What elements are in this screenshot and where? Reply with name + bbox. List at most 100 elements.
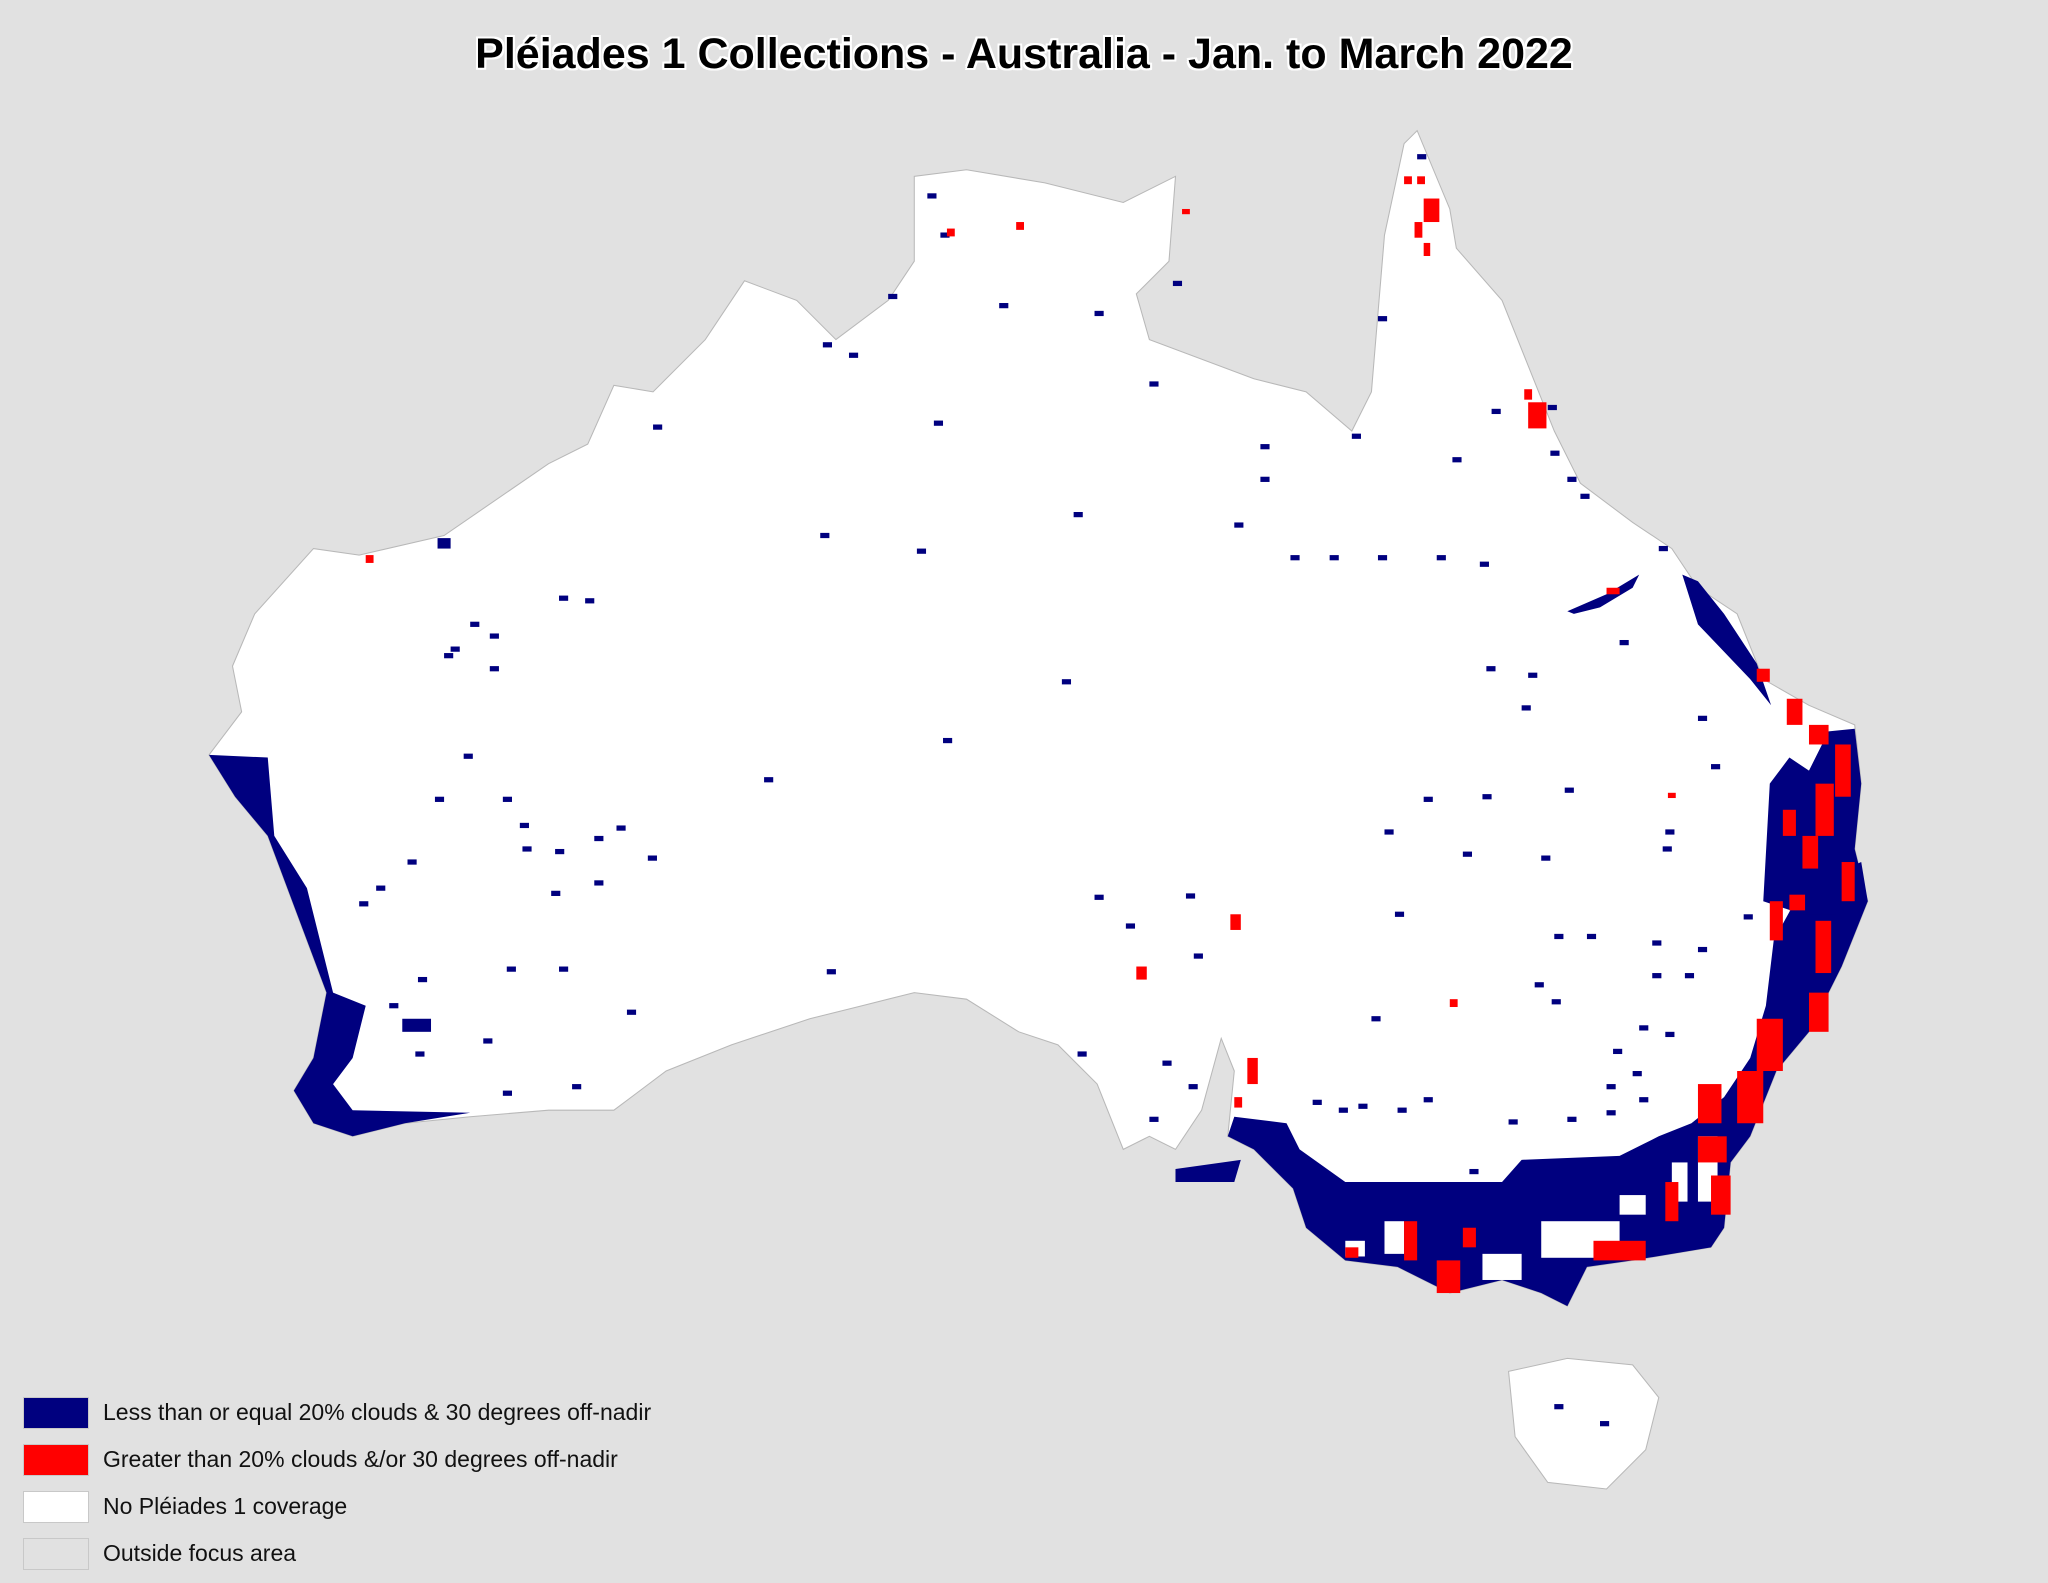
good-collection-tile	[1652, 973, 1662, 979]
coverage-queensland-coast	[1682, 574, 1772, 706]
poor-collection-tile	[1815, 783, 1834, 836]
good-collection-tile	[1482, 794, 1492, 800]
good-collection-tile	[1665, 829, 1675, 835]
good-collection-tile	[1061, 679, 1072, 685]
poor-collection-tile	[1841, 862, 1855, 902]
poor-collection-tile	[1528, 402, 1547, 429]
good-collection-tile	[940, 232, 950, 238]
good-collection-tile	[1600, 1421, 1610, 1427]
no-coverage-gap	[1482, 1253, 1522, 1280]
good-collection-tile	[585, 598, 595, 604]
good-collection-tile	[1329, 555, 1339, 561]
good-collection-tile	[1486, 666, 1496, 672]
poor-collection-tile	[1782, 809, 1796, 836]
poor-collection-tile	[1524, 389, 1533, 400]
good-collection-tile	[1260, 476, 1270, 482]
poor-collection-tile	[1593, 1240, 1646, 1261]
legend: Less than or equal 20% clouds & 30 degre…	[23, 1389, 651, 1577]
good-collection-tile	[888, 293, 898, 300]
poor-collection-tile	[1808, 724, 1829, 745]
poor-collection-tile	[946, 228, 955, 237]
good-collection-tile	[927, 193, 937, 199]
good-collection-tile	[1567, 476, 1577, 482]
legend-item-poor: Greater than 20% clouds &/or 30 degrees …	[23, 1436, 651, 1483]
legend-item-outside: Outside focus area	[23, 1530, 651, 1577]
good-collection-tile	[1491, 408, 1501, 415]
map-title: Pléiades 1 Collections - Australia - Jan…	[475, 30, 1573, 78]
good-collection-tile	[1338, 1107, 1348, 1113]
good-collection-tile	[1436, 555, 1446, 561]
poor-collection-tile	[1737, 1071, 1764, 1124]
poor-collection-tile	[1234, 1097, 1243, 1108]
good-collection-tile	[1639, 1025, 1649, 1031]
good-collection-tile	[616, 825, 626, 831]
good-collection-tile	[483, 1038, 493, 1044]
good-collection-tile	[1188, 1084, 1198, 1090]
good-collection-tile	[1521, 705, 1531, 711]
good-collection-tile	[820, 532, 830, 539]
good-collection-tile	[822, 342, 832, 348]
good-collection-tile	[402, 1018, 432, 1032]
poor-collection-tile	[1417, 176, 1425, 185]
good-collection-tile	[415, 1051, 425, 1057]
legend-label: Outside focus area	[103, 1540, 297, 1566]
poor-collection-tile	[1769, 901, 1783, 941]
legend-item-good: Less than or equal 20% clouds & 30 degre…	[23, 1389, 651, 1436]
coverage-southwest	[208, 754, 471, 1137]
good-collection-tile	[489, 666, 499, 672]
good-collection-tile	[1394, 911, 1405, 917]
poor-collection-tile	[1247, 1057, 1258, 1085]
good-collection-tile	[594, 880, 604, 886]
good-collection-tile	[1377, 555, 1388, 561]
good-collection-tile	[1125, 923, 1136, 929]
poor-collection-tile	[365, 555, 374, 563]
poor-collection-tile	[1711, 1175, 1731, 1215]
australia-mainland	[208, 129, 1869, 1307]
good-collection-tile	[434, 796, 445, 802]
legend-label: Less than or equal 20% clouds & 30 degre…	[103, 1399, 652, 1425]
good-collection-tile	[502, 796, 512, 802]
good-collection-tile	[1550, 450, 1560, 456]
good-collection-tile	[594, 835, 604, 842]
good-collection-tile	[1358, 1103, 1368, 1109]
legend-item-none: No Pléiades 1 coverage	[23, 1483, 651, 1530]
poor-collection-tile	[1756, 668, 1770, 682]
good-collection-tile	[559, 595, 569, 601]
good-collection-tile	[522, 846, 532, 852]
good-collection-tile	[572, 1084, 582, 1090]
good-collection-tile	[1632, 1071, 1642, 1077]
good-collection-tile	[519, 822, 529, 829]
poor-collection-tile	[1462, 1227, 1476, 1248]
poor-collection-tile	[1182, 208, 1190, 215]
good-collection-tile	[1743, 914, 1753, 920]
poor-collection-tile	[1436, 1260, 1461, 1294]
good-collection-tile	[559, 966, 569, 972]
good-collection-tile	[1547, 404, 1557, 411]
tasmania	[1508, 1357, 1660, 1490]
good-collection-tile	[1094, 310, 1104, 317]
good-collection-tile	[555, 848, 565, 855]
legend-swatch-outside	[23, 1537, 89, 1570]
kangaroo-island	[1175, 1159, 1241, 1183]
good-collection-tile	[1606, 1084, 1616, 1090]
good-collection-tile	[1377, 316, 1388, 322]
good-collection-tile	[1077, 1051, 1087, 1057]
landmass	[208, 129, 1869, 1490]
poor-collection-tile	[1136, 966, 1147, 980]
good-collection-tile	[1469, 1168, 1479, 1175]
poor-collection-tile	[1345, 1247, 1359, 1258]
good-collection-tile	[1554, 1404, 1564, 1410]
poor-collection-tile	[1423, 242, 1431, 256]
poor-collection-tile	[1665, 1182, 1679, 1222]
good-collection-tile	[1351, 433, 1361, 439]
good-collection-tile	[1554, 933, 1564, 940]
good-collection-tile	[1534, 982, 1544, 988]
poor-collection-tile	[1449, 999, 1458, 1008]
good-collection-tile	[470, 621, 480, 627]
good-collection-tile	[1149, 1116, 1159, 1122]
good-collection-tile	[1619, 639, 1629, 646]
good-collection-tile	[1567, 1116, 1577, 1122]
legend-swatch-none	[23, 1490, 89, 1523]
good-collection-tile	[1149, 381, 1159, 387]
poor-collection-tile	[1808, 992, 1829, 1032]
